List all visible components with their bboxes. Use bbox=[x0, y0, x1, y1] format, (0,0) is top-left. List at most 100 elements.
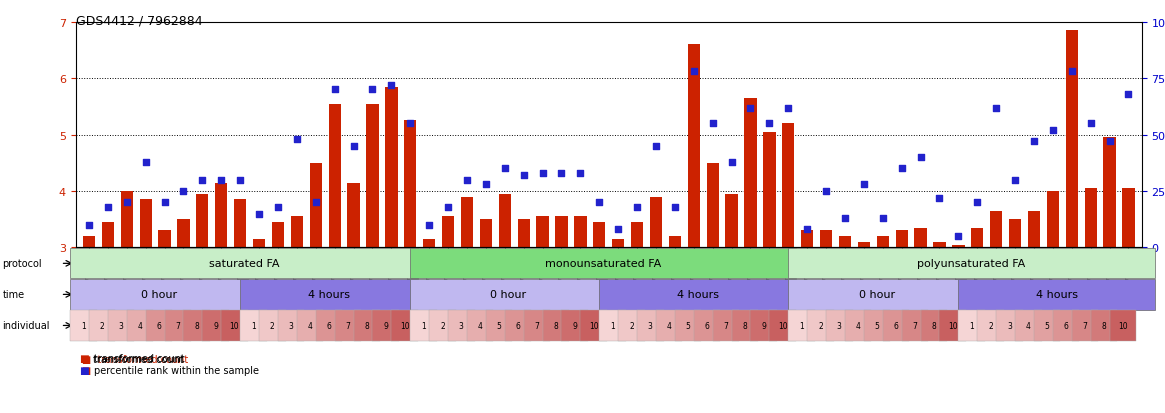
Text: 10: 10 bbox=[400, 321, 409, 330]
Bar bbox=[121, 192, 133, 248]
Text: 4 hours: 4 hours bbox=[677, 290, 719, 300]
Text: 3: 3 bbox=[119, 321, 123, 330]
Point bbox=[269, 204, 288, 211]
Text: 7: 7 bbox=[176, 321, 181, 330]
Text: 4: 4 bbox=[478, 321, 482, 330]
Bar bbox=[1085, 189, 1096, 248]
Text: 8: 8 bbox=[365, 321, 369, 330]
Point bbox=[855, 181, 874, 188]
Text: 4: 4 bbox=[308, 321, 312, 330]
Text: 1: 1 bbox=[250, 321, 256, 330]
Point bbox=[911, 154, 930, 161]
Point bbox=[476, 181, 495, 188]
Point bbox=[949, 233, 968, 240]
Bar bbox=[952, 245, 965, 248]
Text: 3: 3 bbox=[648, 321, 652, 330]
Bar bbox=[876, 237, 889, 248]
Text: 7: 7 bbox=[535, 321, 539, 330]
Text: 3: 3 bbox=[836, 321, 842, 330]
Text: 6: 6 bbox=[705, 321, 709, 330]
Text: 0 hour: 0 hour bbox=[490, 290, 527, 300]
Bar bbox=[1122, 189, 1135, 248]
Text: monounsaturated FA: monounsaturated FA bbox=[545, 259, 662, 269]
Point bbox=[231, 177, 249, 183]
Point bbox=[741, 105, 760, 112]
Text: 8: 8 bbox=[742, 321, 747, 330]
Text: 2: 2 bbox=[988, 321, 993, 330]
Point bbox=[930, 195, 948, 202]
Point bbox=[99, 204, 118, 211]
Text: 3: 3 bbox=[1007, 321, 1012, 330]
Text: 4: 4 bbox=[856, 321, 861, 330]
Bar bbox=[726, 195, 737, 248]
Point bbox=[571, 170, 589, 177]
Point bbox=[155, 199, 174, 206]
Text: 2: 2 bbox=[100, 321, 105, 330]
Bar bbox=[687, 45, 700, 248]
Bar bbox=[1009, 220, 1022, 248]
Bar bbox=[536, 217, 549, 248]
Point bbox=[306, 199, 325, 206]
Bar bbox=[839, 237, 852, 248]
Point bbox=[1044, 128, 1062, 134]
Text: 1: 1 bbox=[80, 321, 86, 330]
Point bbox=[439, 204, 458, 211]
Text: 10: 10 bbox=[778, 321, 788, 330]
Point bbox=[363, 87, 382, 94]
Point bbox=[609, 226, 628, 233]
Bar bbox=[556, 217, 567, 248]
Point bbox=[79, 222, 98, 229]
Bar bbox=[499, 195, 511, 248]
Bar bbox=[763, 133, 776, 248]
Bar bbox=[423, 240, 436, 248]
Text: 1: 1 bbox=[421, 321, 426, 330]
Text: 5: 5 bbox=[686, 321, 691, 330]
Point bbox=[760, 121, 778, 127]
Point bbox=[665, 204, 684, 211]
Point bbox=[1062, 69, 1081, 76]
Bar bbox=[612, 240, 624, 248]
Text: polyunsaturated FA: polyunsaturated FA bbox=[918, 259, 1025, 269]
Bar bbox=[896, 231, 908, 248]
Text: 6: 6 bbox=[1064, 321, 1068, 330]
Point bbox=[1120, 91, 1138, 98]
Text: 6: 6 bbox=[516, 321, 521, 330]
Text: 8: 8 bbox=[195, 321, 199, 330]
Point bbox=[817, 188, 835, 195]
Text: 9: 9 bbox=[572, 321, 577, 330]
Bar bbox=[593, 223, 606, 248]
Text: percentile rank within the sample: percentile rank within the sample bbox=[94, 365, 260, 375]
Point bbox=[552, 170, 571, 177]
Bar bbox=[140, 200, 151, 248]
Text: 0 hour: 0 hour bbox=[141, 290, 177, 300]
Text: 7: 7 bbox=[912, 321, 917, 330]
Text: 2: 2 bbox=[270, 321, 275, 330]
Bar bbox=[631, 223, 643, 248]
Text: ■: ■ bbox=[79, 354, 89, 363]
Bar bbox=[366, 104, 379, 248]
Point bbox=[835, 215, 854, 222]
Point bbox=[892, 166, 911, 172]
Text: 2: 2 bbox=[629, 321, 634, 330]
Text: 1: 1 bbox=[969, 321, 974, 330]
Bar bbox=[158, 231, 171, 248]
Point bbox=[382, 83, 401, 89]
Bar bbox=[442, 217, 454, 248]
Bar bbox=[310, 164, 322, 248]
Point bbox=[288, 136, 306, 143]
Text: 9: 9 bbox=[213, 321, 218, 330]
Text: ■  transformed count: ■ transformed count bbox=[82, 354, 188, 364]
Point bbox=[249, 211, 268, 217]
Text: 10: 10 bbox=[948, 321, 958, 330]
Text: 0 hour: 0 hour bbox=[859, 290, 895, 300]
Bar bbox=[915, 228, 926, 248]
Text: 7: 7 bbox=[346, 321, 351, 330]
Point bbox=[968, 199, 987, 206]
Bar bbox=[1103, 138, 1116, 248]
Text: transformed count: transformed count bbox=[94, 354, 185, 363]
Bar bbox=[271, 223, 284, 248]
Bar bbox=[329, 104, 341, 248]
Point bbox=[514, 173, 532, 179]
Bar bbox=[1028, 211, 1040, 248]
Bar bbox=[386, 88, 397, 248]
